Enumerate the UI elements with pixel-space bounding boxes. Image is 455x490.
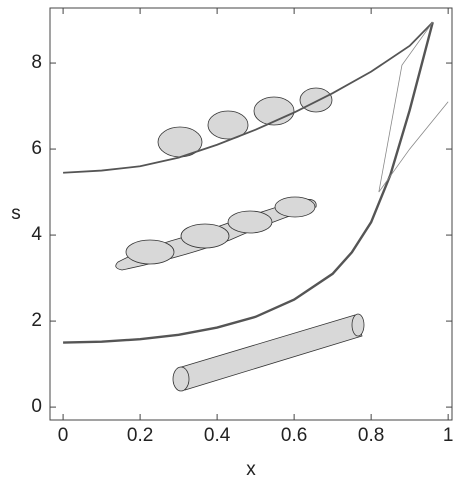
x-tick-label: 0.8 xyxy=(358,425,384,446)
illustration-cylinder xyxy=(172,313,365,392)
bulge xyxy=(180,223,230,249)
y-tick-label: 8 xyxy=(31,52,42,73)
y-tick-label: 0 xyxy=(31,396,42,417)
y-tick-label: 4 xyxy=(31,224,42,245)
series-line xyxy=(63,21,434,174)
cylinder-end xyxy=(172,366,190,392)
bulge xyxy=(299,87,333,113)
bulge xyxy=(207,110,249,140)
series-line xyxy=(63,21,434,344)
illustration-wavy-tube xyxy=(115,196,317,271)
illustration-helix xyxy=(157,87,333,158)
y-tick-label: 2 xyxy=(31,310,42,331)
series-line xyxy=(378,101,449,193)
x-tick-label: 0 xyxy=(58,425,69,446)
x-tick-label: 0.4 xyxy=(204,425,231,446)
x-tick-label: 0.2 xyxy=(127,425,153,446)
bulge xyxy=(274,196,316,218)
bulge xyxy=(125,239,175,265)
plot-frame xyxy=(49,7,453,421)
cylinder-end xyxy=(351,313,365,337)
series-line xyxy=(378,21,434,193)
bulge xyxy=(227,210,273,234)
x-tick-label: 1 xyxy=(443,425,454,446)
x-tick-label: 0.6 xyxy=(281,425,307,446)
y-axis-label: s xyxy=(11,203,21,224)
cylinder-body xyxy=(177,314,363,391)
y-tick-label: 6 xyxy=(31,138,42,159)
x-axis-label: x xyxy=(246,459,256,480)
